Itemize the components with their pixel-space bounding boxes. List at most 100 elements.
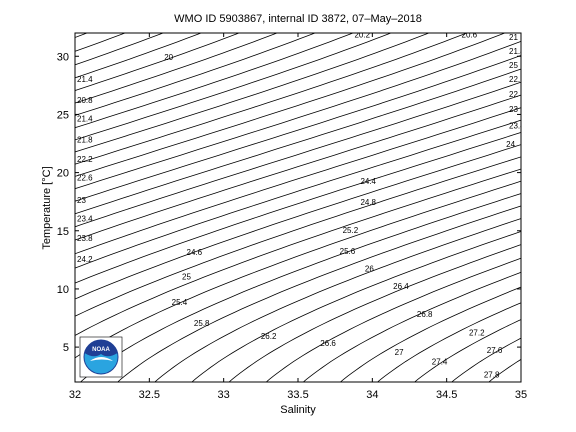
isopycnal-label: 26.2 [261, 332, 277, 341]
isopycnal-line [75, 156, 521, 317]
isopycnal-label: 27.4 [432, 358, 448, 367]
isopycnal-label: 27 [395, 348, 404, 357]
isopycnal-line [376, 302, 521, 382]
isopycnal-label: 26 [365, 264, 374, 273]
isopycnal-line [75, 33, 279, 104]
x-axis-label: Salinity [280, 404, 316, 416]
isopycnal-label: 22.2 [509, 75, 525, 84]
isopycnal-line [75, 33, 468, 165]
svg-text:NOAA: NOAA [92, 347, 110, 353]
isopycnal-line [550, 213, 576, 393]
isopycnal-label: 21.4 [77, 75, 93, 84]
isopycnal-line [75, 107, 521, 255]
isopycnal-label: 24 [506, 140, 515, 149]
isopycnal-label: 24.2 [77, 255, 93, 264]
isopycnal-line [451, 337, 521, 382]
isopycnal-line [339, 286, 521, 382]
isopycnal-label: 22.2 [77, 155, 93, 164]
isopycnal-label: 25 [509, 61, 518, 70]
isopycnal-label: 25.2 [343, 226, 359, 235]
isopycnal-line [75, 119, 521, 269]
y-tick-label: 25 [57, 109, 69, 121]
isopycnal-line [75, 132, 521, 284]
isopycnal-label: 23.4 [77, 214, 93, 223]
isopycnal-line [513, 199, 576, 394]
isopycnal-line [488, 358, 521, 382]
isopycnal-label: 22 [509, 90, 518, 99]
isopycnal-label: 20.8 [77, 96, 93, 105]
isopycnal-label: 23.4 [509, 121, 525, 130]
isopycnal-label: 21.4 [509, 47, 525, 56]
isopycnal-label: 25.4 [172, 298, 188, 307]
isopycnal-label: 27.6 [487, 346, 503, 355]
x-tick-label: 32 [69, 389, 81, 401]
y-axis-label: Temperature [°C] [41, 166, 53, 249]
isopycnal-label: 24.6 [187, 248, 203, 257]
y-tick-label: 20 [57, 168, 69, 180]
x-tick-label: 35 [515, 389, 527, 401]
isopycnal-line [0, 21, 41, 204]
isopycnal-line [154, 218, 521, 382]
isopycnal-line [75, 144, 521, 300]
y-tick-label: 15 [57, 226, 69, 238]
isopycnal-line [75, 33, 241, 92]
isopycnal-label: 21.4 [77, 114, 93, 123]
isopycnal-label: 27.8 [484, 370, 500, 379]
isopycnal-label: 26.8 [417, 310, 433, 319]
isopycnal-label: 23 [77, 196, 86, 205]
x-tick-label: 34.5 [436, 389, 457, 401]
isopycnal-label: 22.6 [77, 174, 93, 183]
isopycnal-label: 20.2 [354, 31, 370, 40]
x-tick-label: 33.5 [287, 389, 308, 401]
y-tick-label: 30 [57, 51, 69, 63]
isopycnal-line [75, 94, 521, 241]
x-axis-ticks: 32 32.5 33 33.5 34 34.5 35 [69, 33, 527, 401]
x-tick-label: 33 [218, 389, 230, 401]
isopycnal-label: 21.8 [77, 135, 93, 144]
isopycnal-line [75, 81, 521, 228]
isopycnal-line [0, 21, 3, 193]
isopycnal-contours [0, 21, 576, 394]
isopycnal-labels: 20 20.2 20.6 21 21.4 25 22.2 22 23 23.4 24 24.4 24.8… [77, 31, 525, 379]
isopycnal-line [413, 319, 521, 382]
isopycnal-line [75, 168, 521, 336]
isopycnal-label: 24.8 [360, 198, 376, 207]
isopycnal-line [75, 33, 203, 79]
isopycnal-line [75, 180, 521, 359]
y-axis-ticks: 5 10 15 20 25 30 [57, 51, 521, 354]
isopycnal-line [75, 33, 430, 153]
x-tick-label: 34 [366, 389, 378, 401]
isopycnal-line [75, 33, 317, 116]
isopycnal-label: 27.2 [469, 328, 485, 337]
isopycnal-line [228, 244, 521, 382]
isopycnal-line [117, 205, 521, 382]
isopycnal-label: 21 [509, 33, 518, 42]
isopycnal-line [75, 33, 165, 66]
isopycnal-line [75, 55, 521, 202]
isopycnal-line [79, 193, 521, 382]
y-tick-label: 10 [57, 284, 69, 296]
isopycnal-line [75, 33, 127, 52]
isopycnal-label: 26.6 [320, 339, 336, 348]
isopycnal-label: 20.6 [462, 31, 478, 40]
plot-area-frame [74, 32, 522, 383]
isopycnal-label: 23 [509, 105, 518, 114]
isopycnal-label: 24.4 [360, 177, 376, 186]
isopycnal-line [75, 68, 521, 215]
isopycnal-label: 23.8 [77, 234, 93, 243]
isopycnal-label: 25.8 [194, 319, 210, 328]
isopycnal-label: 20 [164, 53, 173, 62]
isopycnal-label: 26.4 [393, 282, 409, 291]
y-tick-label: 5 [63, 342, 69, 354]
x-tick-label: 32.5 [139, 389, 160, 401]
isopycnal-line [75, 33, 506, 177]
isopycnal-line [75, 40, 521, 190]
isopycnal-line [75, 33, 393, 141]
noaa-logo: NOAA [79, 336, 123, 378]
chart-title: WMO ID 5903867, internal ID 3872, 07–May… [174, 13, 422, 25]
isopycnal-line [75, 33, 355, 129]
isopycnal-label: 25 [182, 273, 191, 282]
isopycnal-label: 25.6 [340, 247, 356, 256]
isopycnal-line [191, 231, 521, 382]
